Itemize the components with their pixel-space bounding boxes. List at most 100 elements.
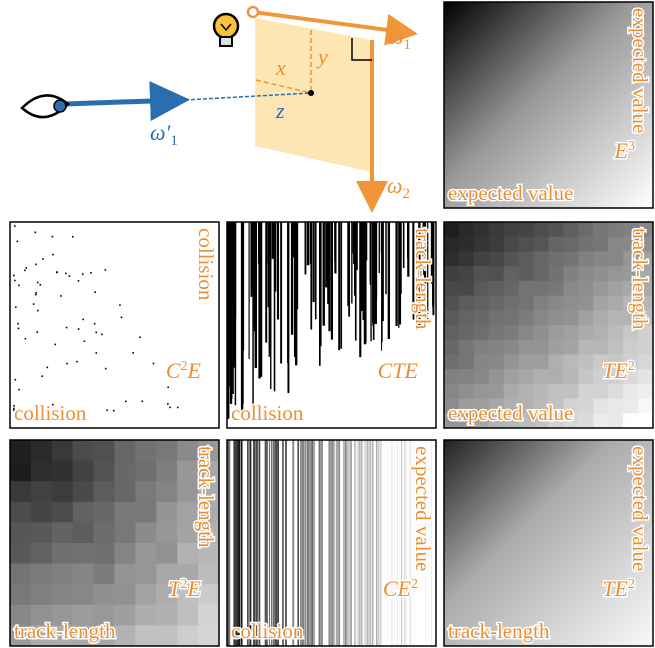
block xyxy=(52,440,73,461)
streak xyxy=(347,222,349,306)
block xyxy=(549,222,564,237)
block xyxy=(156,461,177,482)
block xyxy=(10,502,31,523)
streak xyxy=(406,440,407,646)
block xyxy=(444,354,459,369)
streak xyxy=(231,222,232,399)
block xyxy=(593,266,608,281)
block xyxy=(534,354,549,369)
block xyxy=(578,325,593,340)
block xyxy=(563,310,578,325)
streak xyxy=(357,440,358,646)
streak xyxy=(398,222,399,328)
block xyxy=(73,543,94,564)
block xyxy=(563,340,578,355)
block xyxy=(459,296,474,311)
block xyxy=(549,251,564,266)
streak xyxy=(307,222,309,265)
speck xyxy=(18,285,20,287)
panel: expected valueexpected valueE3 xyxy=(444,2,653,208)
streak xyxy=(388,222,390,339)
streak xyxy=(256,440,258,646)
block xyxy=(52,543,73,564)
block xyxy=(198,625,219,646)
block xyxy=(608,296,623,311)
streak xyxy=(250,440,252,646)
block xyxy=(489,340,504,355)
estimator-base: E xyxy=(614,138,629,163)
pupil xyxy=(54,100,66,112)
block xyxy=(31,440,52,461)
block xyxy=(94,522,115,543)
block xyxy=(459,369,474,384)
block xyxy=(563,222,578,237)
speck xyxy=(169,407,171,409)
block xyxy=(94,502,115,523)
streak xyxy=(334,222,336,273)
block xyxy=(73,522,94,543)
side-label: track-length xyxy=(411,228,435,330)
streak xyxy=(366,440,367,646)
speck xyxy=(66,363,68,365)
speck xyxy=(84,340,86,342)
block xyxy=(519,281,534,296)
block xyxy=(593,281,608,296)
block xyxy=(52,522,73,543)
image xyxy=(444,440,653,646)
block xyxy=(474,340,489,355)
streak xyxy=(360,440,361,646)
block xyxy=(638,369,653,384)
block xyxy=(135,522,156,543)
block xyxy=(549,281,564,296)
streak xyxy=(351,222,352,303)
streak xyxy=(349,440,350,646)
block xyxy=(608,266,623,281)
streak xyxy=(238,440,239,646)
speck xyxy=(72,236,74,238)
block xyxy=(563,384,578,399)
streak xyxy=(372,222,374,323)
speck xyxy=(41,375,43,377)
block xyxy=(578,310,593,325)
block xyxy=(638,354,653,369)
streak xyxy=(350,440,351,646)
block xyxy=(608,310,623,325)
estimator-sup: 2 xyxy=(628,577,635,592)
block xyxy=(638,384,653,399)
block xyxy=(534,251,549,266)
block xyxy=(474,384,489,399)
speck xyxy=(14,280,16,282)
speck xyxy=(153,363,155,365)
block xyxy=(504,251,519,266)
streak xyxy=(310,440,311,646)
block xyxy=(489,369,504,384)
speck xyxy=(25,267,27,269)
streak xyxy=(364,222,366,327)
speck xyxy=(167,403,169,405)
block xyxy=(73,502,94,523)
speck xyxy=(15,306,17,308)
block xyxy=(489,384,504,399)
speck xyxy=(15,379,17,381)
label-omega2: ω2 xyxy=(387,173,410,202)
block xyxy=(115,440,136,461)
block xyxy=(156,522,177,543)
block xyxy=(578,266,593,281)
block xyxy=(10,584,31,605)
block xyxy=(489,325,504,340)
block xyxy=(534,237,549,252)
block xyxy=(135,440,156,461)
block xyxy=(549,310,564,325)
streak xyxy=(395,222,397,326)
streak xyxy=(404,440,406,646)
block xyxy=(73,461,94,482)
streak xyxy=(375,222,377,324)
block xyxy=(534,281,549,296)
side-label: track-length xyxy=(628,228,652,330)
block xyxy=(504,310,519,325)
speck xyxy=(34,232,36,234)
speck xyxy=(82,273,84,275)
panel: collisionexpected valueCE2 xyxy=(227,440,436,646)
streak xyxy=(391,440,392,646)
block xyxy=(489,251,504,266)
